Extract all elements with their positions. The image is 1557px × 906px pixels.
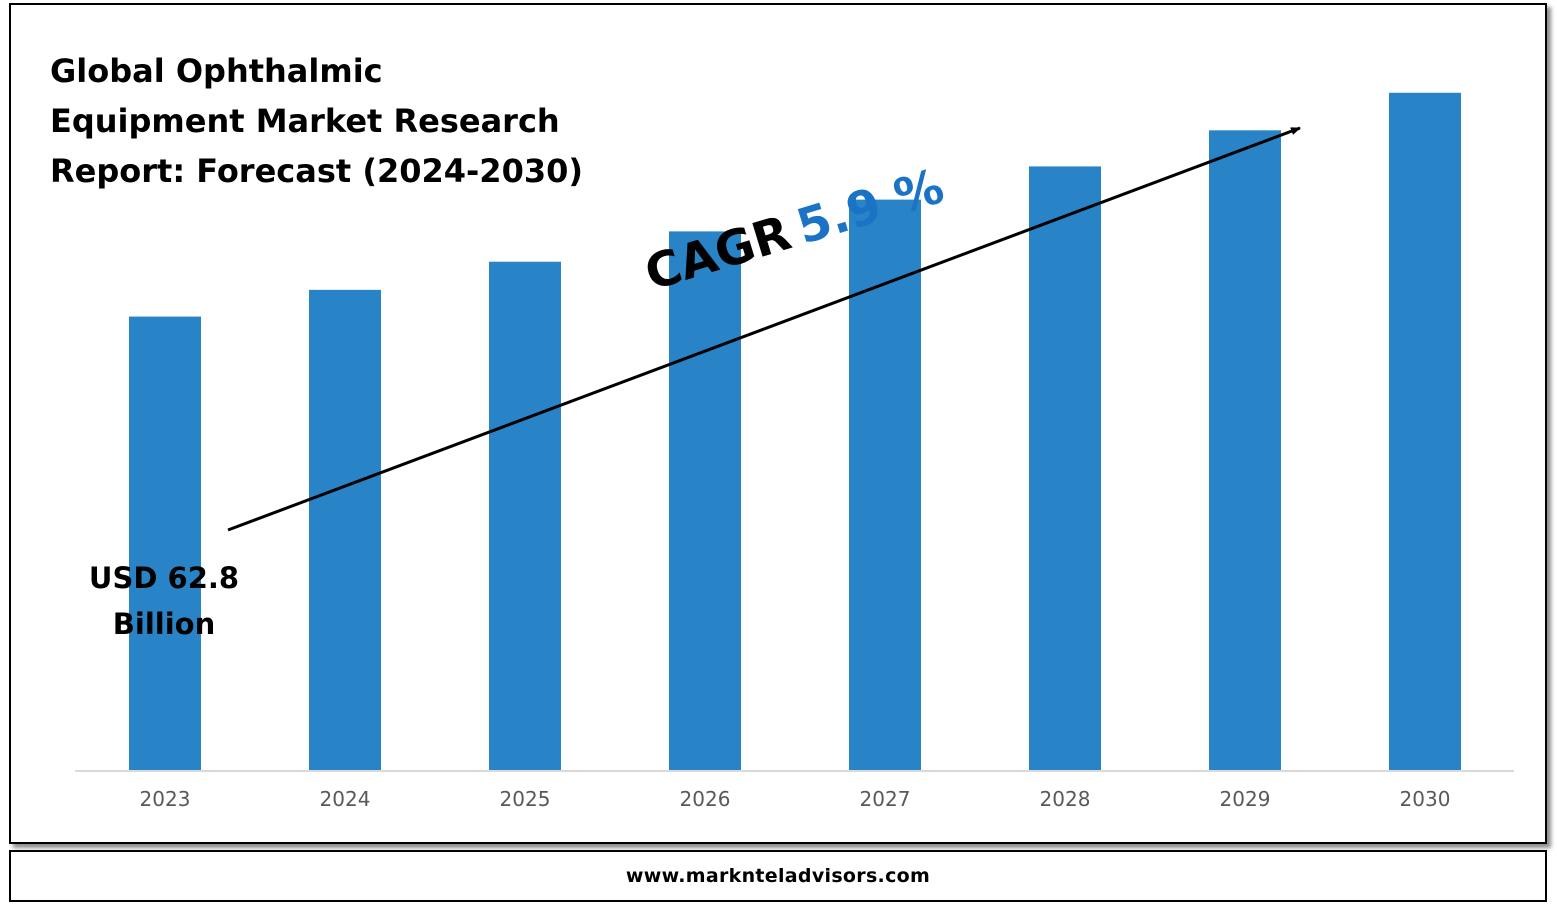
bar-2027	[849, 199, 921, 770]
bar-2030	[1389, 92, 1461, 771]
first-bar-value-line-1: USD 62.8	[88, 561, 240, 595]
x-tick-label-2027: 2027	[860, 787, 911, 811]
x-tick-label-2024: 2024	[320, 787, 371, 811]
bar-2028	[1029, 166, 1101, 770]
x-tick-label-2023: 2023	[140, 787, 191, 811]
title-line-2: Equipment Market Research	[50, 102, 560, 140]
chart-title: Global Ophthalmic Equipment Market Resea…	[50, 46, 670, 196]
x-tick-label-2025: 2025	[500, 787, 551, 811]
bar-2023	[129, 316, 201, 770]
x-tick-label-2029: 2029	[1220, 787, 1271, 811]
chart-frame	[9, 3, 1547, 844]
x-tick-label-2028: 2028	[1040, 787, 1091, 811]
title-line-3: Report: Forecast (2024-2030)	[50, 152, 583, 190]
x-tick-label-2030: 2030	[1400, 787, 1451, 811]
trend-arrow	[227, 126, 1301, 532]
first-bar-value-label: USD 62.8 Billion	[64, 555, 264, 647]
x-tick-label-2026: 2026	[680, 787, 731, 811]
bar-2025	[489, 261, 561, 770]
title-line-1: Global Ophthalmic	[50, 52, 383, 90]
website-link[interactable]: www.marknteladvisors.com	[625, 865, 931, 887]
footer: www.marknteladvisors.com	[9, 850, 1547, 902]
bar-2026	[669, 231, 741, 770]
bar-2029	[1209, 130, 1281, 771]
first-bar-value-line-2: Billion	[112, 607, 216, 641]
bar-2024	[309, 289, 381, 770]
